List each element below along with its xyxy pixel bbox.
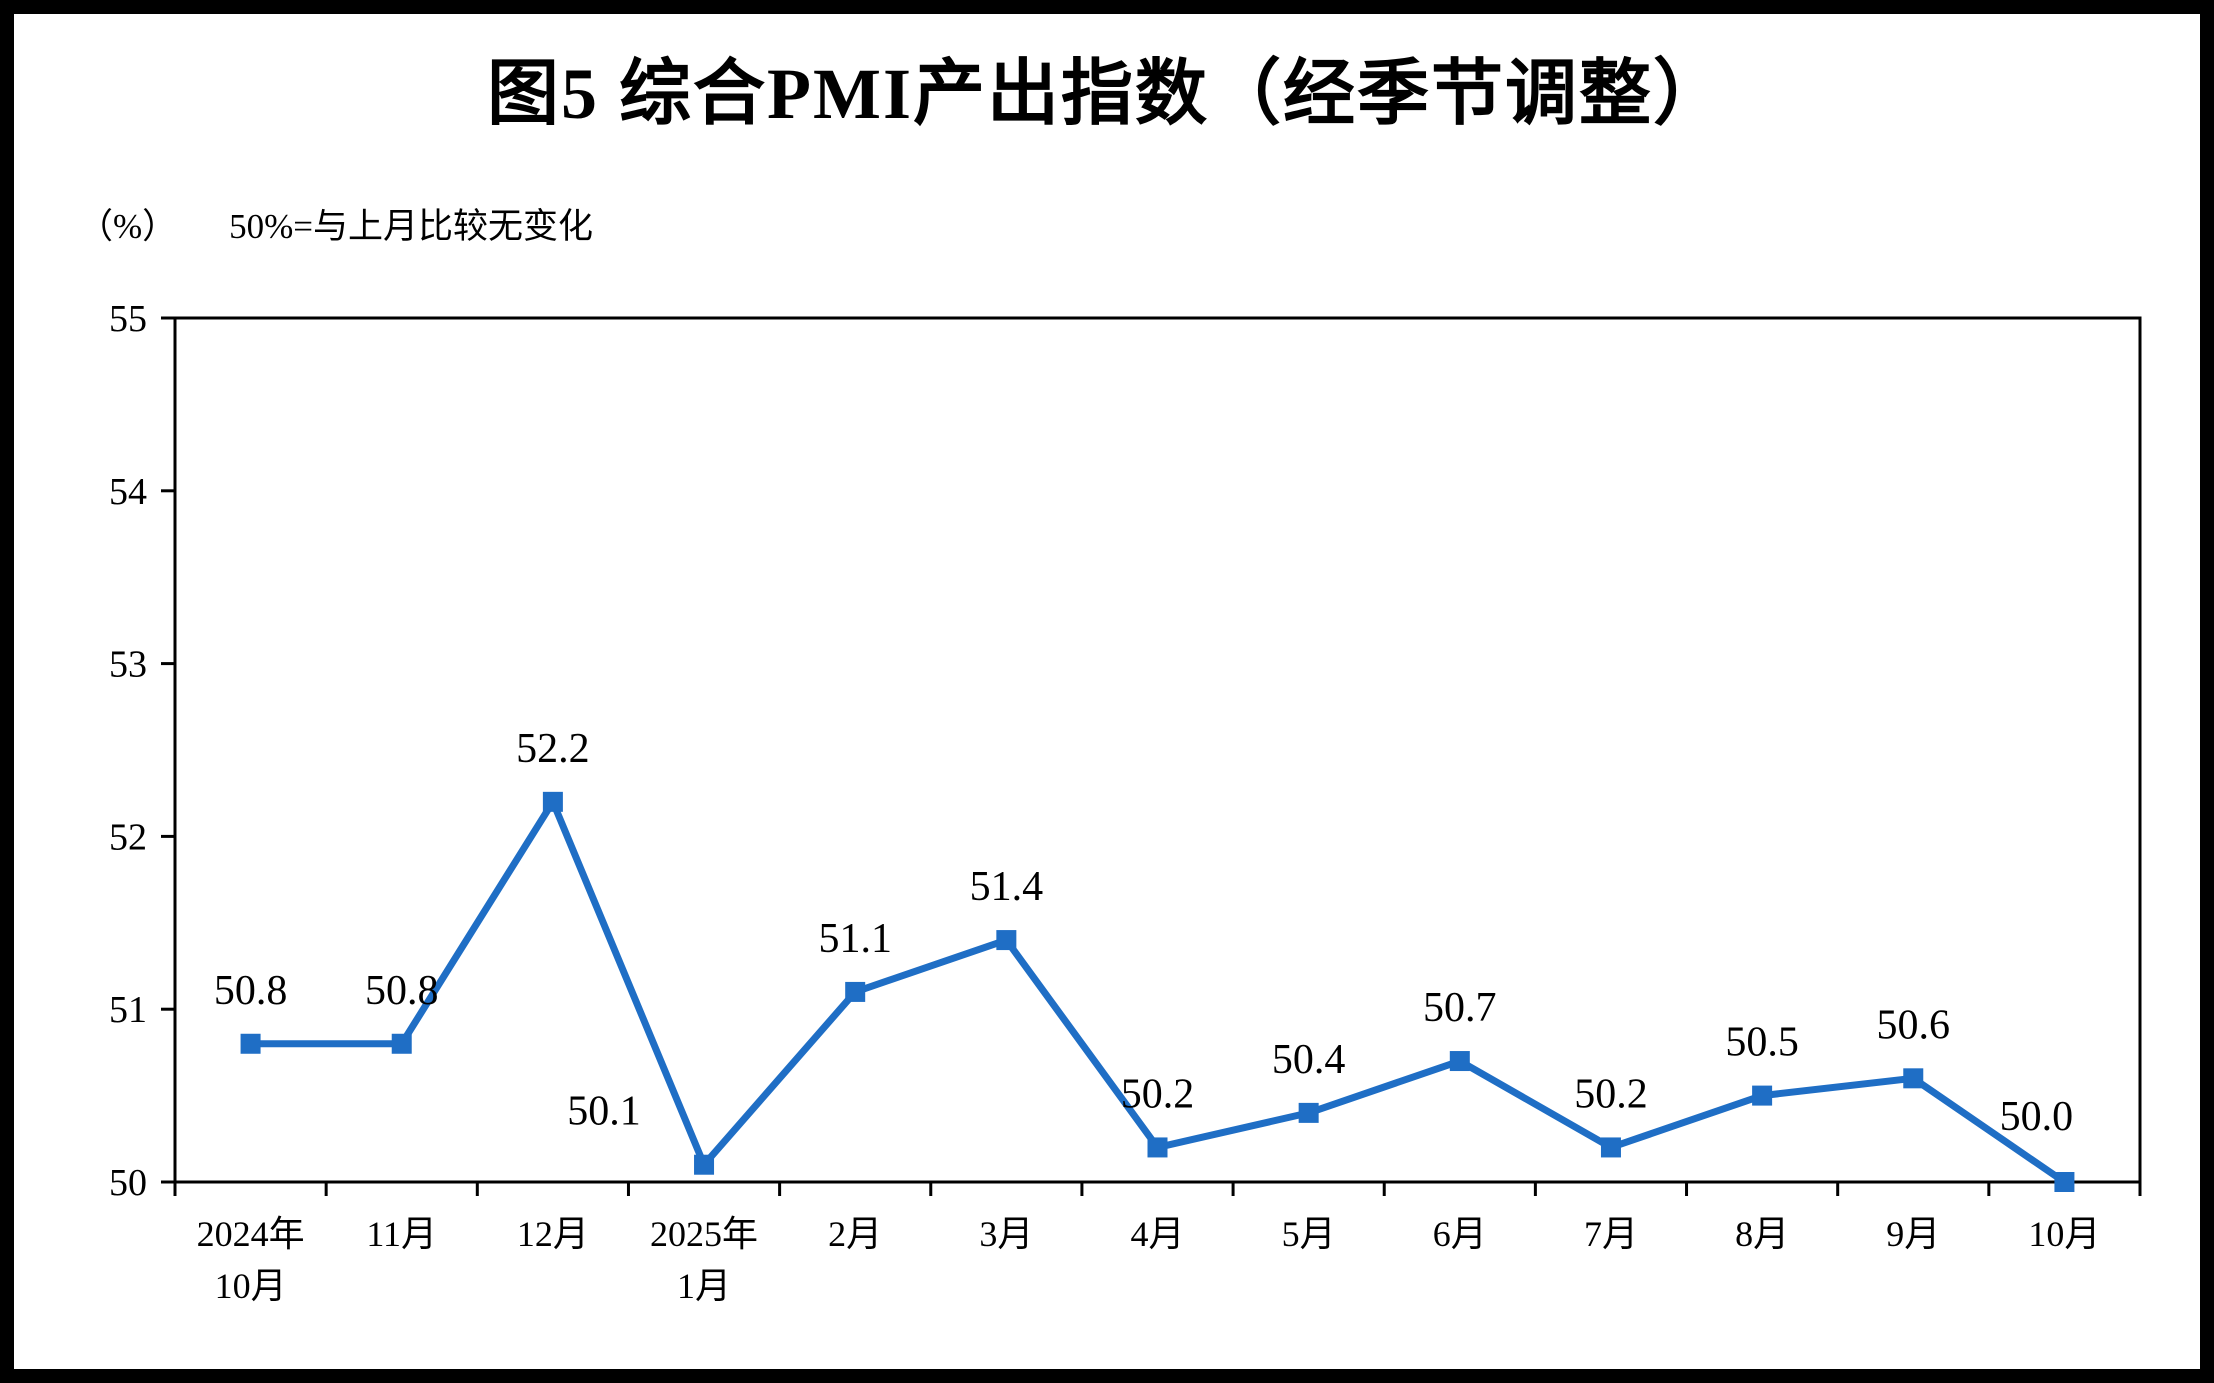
data-point-marker bbox=[542, 791, 563, 812]
data-point-marker bbox=[1147, 1137, 1168, 1158]
axis-note: （%） 50%=与上月比较无变化 bbox=[78, 198, 593, 249]
data-point-marker bbox=[694, 1154, 715, 1175]
y-axis-label: 52 bbox=[109, 816, 147, 858]
data-point-label: 50.8 bbox=[214, 968, 288, 1014]
data-point-label: 50.4 bbox=[1272, 1037, 1346, 1083]
chart-surface bbox=[14, 14, 2200, 1369]
data-point-label: 52.2 bbox=[516, 726, 590, 772]
x-axis-label: 12月 bbox=[517, 1214, 589, 1254]
unit-label: （%） bbox=[78, 207, 178, 246]
data-point-label: 50.5 bbox=[1725, 1020, 1799, 1066]
y-axis-label: 51 bbox=[109, 989, 147, 1031]
x-axis-label: 2024年 bbox=[197, 1214, 305, 1254]
x-axis-label: 9月 bbox=[1886, 1214, 1940, 1254]
x-axis-label: 3月 bbox=[979, 1214, 1033, 1254]
x-axis-label: 2025年 bbox=[650, 1214, 758, 1254]
x-axis-label: 10月 bbox=[215, 1266, 287, 1306]
data-point-marker bbox=[996, 930, 1017, 951]
x-axis-label: 7月 bbox=[1584, 1214, 1638, 1254]
y-axis-label: 54 bbox=[109, 471, 147, 513]
x-axis-label: 2月 bbox=[828, 1214, 882, 1254]
data-point-marker bbox=[1449, 1051, 1470, 1072]
chart-title: 图5 综合PMI产出指数（经季节调整） bbox=[487, 54, 1727, 134]
data-point-label: 51.4 bbox=[970, 864, 1044, 910]
change-note: 50%=与上月比较无变化 bbox=[229, 207, 594, 246]
x-axis-label: 5月 bbox=[1282, 1214, 1336, 1254]
y-axis-label: 53 bbox=[109, 644, 147, 686]
data-point-marker bbox=[391, 1033, 412, 1054]
data-point-label: 50.7 bbox=[1423, 985, 1497, 1031]
data-point-label: 51.1 bbox=[818, 916, 892, 962]
data-point-label: 50.0 bbox=[2000, 1094, 2074, 1140]
data-point-marker bbox=[240, 1033, 261, 1054]
x-axis-label: 8月 bbox=[1735, 1214, 1789, 1254]
data-point-label: 50.6 bbox=[1877, 1002, 1951, 1048]
pmi-line bbox=[247, 798, 2068, 1186]
y-axis-label: 50 bbox=[109, 1162, 147, 1204]
data-point-marker bbox=[1600, 1137, 1621, 1158]
data-point-label: 50.8 bbox=[365, 968, 439, 1014]
x-axis-label: 4月 bbox=[1130, 1214, 1184, 1254]
y-axis-label: 55 bbox=[109, 298, 147, 340]
data-point-marker bbox=[2054, 1172, 2075, 1192]
data-point-marker bbox=[1903, 1068, 1924, 1089]
x-axis-label: 1月 bbox=[677, 1266, 731, 1306]
x-axis-label: 6月 bbox=[1433, 1214, 1487, 1254]
data-point-marker bbox=[845, 981, 866, 1002]
data-point-marker bbox=[1752, 1085, 1773, 1106]
plot-frame bbox=[173, 316, 2142, 1184]
data-point-label: 50.2 bbox=[1121, 1071, 1195, 1117]
data-point-label: 50.1 bbox=[567, 1089, 641, 1135]
data-point-label: 50.2 bbox=[1574, 1071, 1648, 1117]
x-axis-label: 11月 bbox=[366, 1214, 437, 1254]
x-axis-label: 10月 bbox=[2028, 1214, 2100, 1254]
data-point-marker bbox=[1298, 1102, 1319, 1123]
